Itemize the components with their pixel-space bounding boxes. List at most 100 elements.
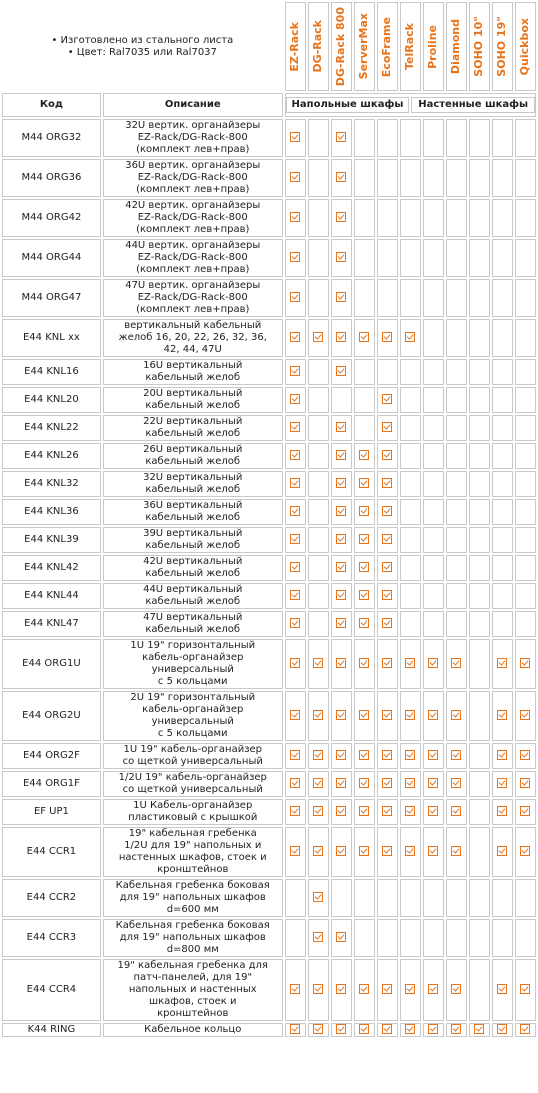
table-row: E44 CCR4 19" кабельная гребенка для патч-п… — [2, 959, 536, 1022]
compatibility-cell — [330, 471, 352, 498]
compatibility-cell — [376, 359, 398, 386]
compatibility-cell — [514, 443, 536, 470]
product-code: E44 KNL xx — [2, 319, 101, 358]
checkbox-checked-icon — [359, 778, 370, 789]
checkbox-checked-icon — [290, 366, 301, 377]
brand-label: EcoFrame — [380, 16, 394, 77]
checkbox-checked-icon — [382, 450, 393, 461]
product-code: E44 KNL22 — [2, 415, 101, 442]
description-line: патч-панелей, для 19" — [133, 972, 253, 984]
product-code: E44 KNL26 — [2, 443, 101, 470]
compatibility-cell — [307, 279, 329, 318]
checkbox-checked-icon — [336, 750, 347, 761]
product-code: M44 ORG47 — [2, 279, 101, 318]
checkbox-checked-icon — [382, 1024, 393, 1035]
compatibility-cell — [514, 691, 536, 742]
compatibility-cell — [330, 771, 352, 798]
compatibility-cell — [376, 415, 398, 442]
description-line: кронштейнов — [157, 1008, 229, 1020]
checkbox-checked-icon — [405, 658, 416, 669]
compatibility-cell — [445, 199, 467, 238]
compatibility-cell — [284, 799, 306, 826]
checkbox-checked-icon — [428, 984, 439, 995]
description-line: EZ-Rack/DG-Rack-800 — [137, 212, 248, 224]
checkbox-checked-icon — [451, 750, 462, 761]
checkbox-checked-icon — [474, 1024, 485, 1035]
table-row: M44 ORG42 42U вертик. органайзеры EZ-Rack/… — [2, 199, 536, 238]
compatibility-cell — [514, 119, 536, 158]
compatibility-cell — [307, 771, 329, 798]
brand-label: SOHO 19" — [495, 16, 509, 77]
compatibility-cell — [330, 799, 352, 826]
product-description: Кабельное кольцо — [102, 1023, 283, 1038]
compatibility-cell — [284, 527, 306, 554]
compatibility-cell — [376, 799, 398, 826]
compatibility-cell — [422, 583, 444, 610]
compatibility-cell — [491, 743, 513, 770]
checkbox-checked-icon — [290, 478, 301, 489]
compatibility-cell — [353, 919, 375, 958]
compatibility-cell — [399, 799, 421, 826]
compatibility-cell — [468, 443, 490, 470]
checkbox-checked-icon — [313, 778, 324, 789]
compatibility-cell — [284, 959, 306, 1022]
compatibility-cell — [399, 827, 421, 878]
compatibility-cell — [468, 359, 490, 386]
compatibility-cell — [330, 879, 352, 918]
table-row: E44 CCR2 Кабельная гребенка боковая для 19… — [2, 879, 536, 918]
compatibility-cell — [445, 583, 467, 610]
checkbox-checked-icon — [336, 132, 347, 143]
compatibility-cell — [307, 1023, 329, 1038]
compatibility-cell — [376, 691, 398, 742]
compatibility-cell — [330, 959, 352, 1022]
compatibility-cell — [491, 1023, 513, 1038]
compatibility-cell — [376, 527, 398, 554]
compatibility-cell — [307, 119, 329, 158]
compatibility-cell — [468, 771, 490, 798]
table-row: E44 KNL16 16U вертикальный кабельный желоб — [2, 359, 536, 386]
description-line: 19" кабельная гребенка — [128, 828, 257, 840]
description-line: Кабельное кольцо — [144, 1024, 242, 1036]
checkbox-checked-icon — [451, 778, 462, 789]
compatibility-cell — [399, 743, 421, 770]
brand-label: TelRack — [403, 23, 417, 71]
compatibility-cell — [284, 359, 306, 386]
compatibility-cell — [284, 415, 306, 442]
description-line: 1U 19" кабель-органайзер — [123, 744, 263, 756]
compatibility-cell — [445, 691, 467, 742]
compatibility-cell — [399, 555, 421, 582]
compatibility-cell — [514, 1023, 536, 1038]
compatibility-cell — [284, 499, 306, 526]
checkbox-checked-icon — [336, 506, 347, 517]
brand-label: ServerMax — [357, 13, 371, 80]
compatibility-cell — [399, 499, 421, 526]
compatibility-cell — [353, 415, 375, 442]
compatibility-cell — [491, 443, 513, 470]
checkbox-checked-icon — [382, 478, 393, 489]
description-line: EZ-Rack/DG-Rack-800 — [137, 252, 248, 264]
table-row: E44 KNL44 44U вертикальный кабельный желоб — [2, 583, 536, 610]
compatibility-cell — [422, 771, 444, 798]
compatibility-cell — [330, 691, 352, 742]
compatibility-cell — [514, 743, 536, 770]
compatibility-cell — [491, 387, 513, 414]
compatibility-cell — [376, 159, 398, 198]
description-line: настенных шкафов, стоек и — [118, 852, 267, 864]
product-description: 19" кабельная гребенка 1/2U для 19" напол… — [102, 827, 283, 878]
compatibility-cell — [445, 387, 467, 414]
checkbox-checked-icon — [405, 984, 416, 995]
checkbox-checked-icon — [520, 1024, 531, 1035]
product-description: 20U вертикальный кабельный желоб — [102, 387, 283, 414]
brand-label: DG-Rack 800 — [334, 7, 348, 87]
compatibility-cell — [330, 583, 352, 610]
compatibility-cell — [353, 279, 375, 318]
description-line: 16U вертикальный — [143, 360, 243, 372]
compatibility-cell — [307, 159, 329, 198]
description-line: 19" кабельная гребенка для — [117, 960, 268, 972]
product-code: E44 ORG2F — [2, 743, 101, 770]
checkbox-checked-icon — [359, 506, 370, 517]
table-row: E44 KNL26 26U вертикальный кабельный желоб — [2, 443, 536, 470]
compatibility-cell — [468, 879, 490, 918]
table-row: E44 KNL36 36U вертикальный кабельный желоб — [2, 499, 536, 526]
